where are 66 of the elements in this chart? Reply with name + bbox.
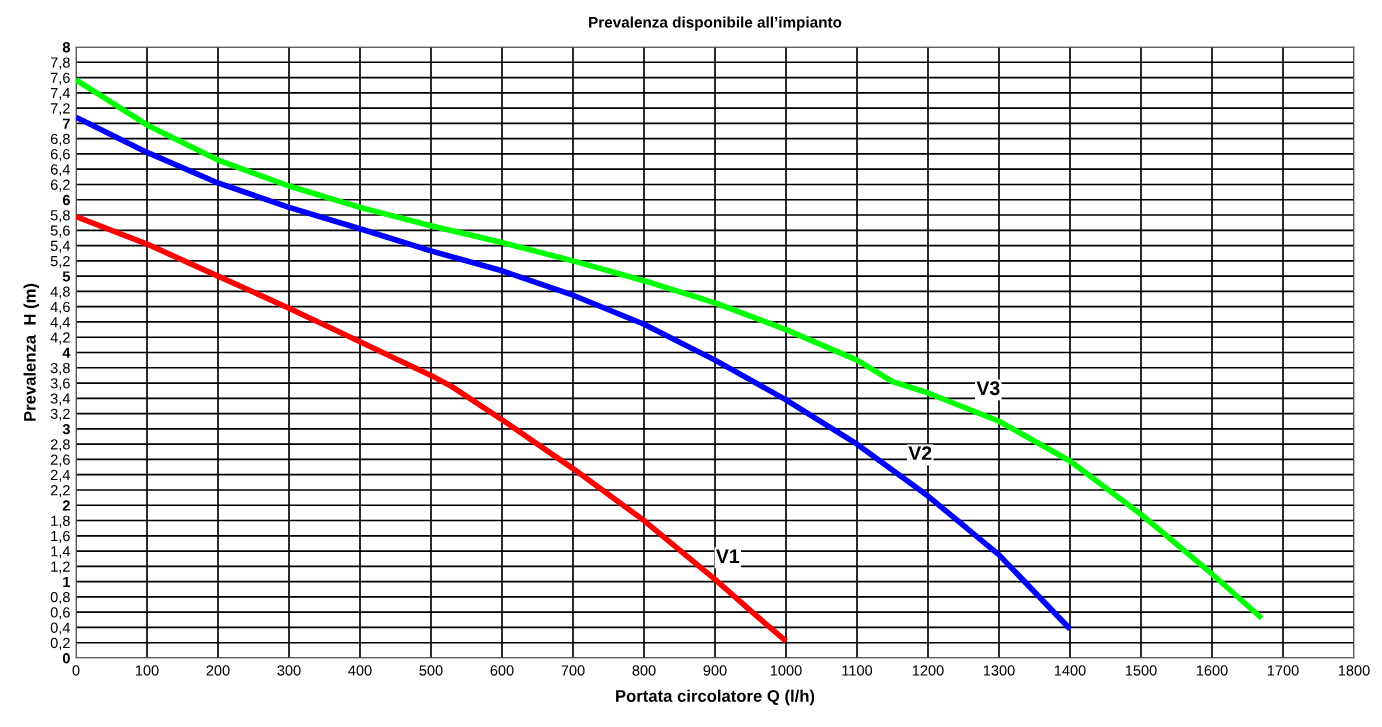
x-tick-label: 1300 — [983, 665, 1015, 676]
y-tick-label: 3,2 — [50, 408, 70, 421]
x-tick-label: 700 — [561, 665, 585, 676]
x-tick-label: 300 — [277, 665, 301, 676]
y-tick-label: 7,4 — [50, 88, 71, 100]
y-tick-label: 4,4 — [50, 317, 71, 330]
x-tick-label: 0 — [72, 665, 80, 676]
y-tick-label: 3 — [62, 423, 70, 435]
y-tick-label: 1,4 — [51, 546, 71, 559]
x-tick-label: 400 — [348, 665, 372, 676]
x-tick-label: 1000 — [770, 665, 802, 676]
y-tick-label: 0 — [62, 653, 70, 664]
y-tick-label: 4,6 — [50, 301, 70, 314]
y-tick-label: 6 — [62, 194, 70, 206]
x-tick-label: 800 — [632, 665, 656, 676]
x-tick-label: 900 — [703, 665, 727, 676]
x-tick-label: 1700 — [1267, 665, 1299, 676]
x-tick-label: 600 — [490, 665, 514, 676]
x-tick-label: 1200 — [912, 665, 944, 676]
y-tick-label: 5,6 — [50, 225, 70, 238]
y-tick-label: 2,8 — [50, 439, 70, 452]
y-tick-label: 7,8 — [50, 57, 70, 70]
x-tick-label: 100 — [135, 665, 159, 676]
y-axis-title: Prevalenza H (m) — [23, 283, 40, 421]
x-tick-label: 200 — [206, 665, 230, 676]
y-tick-label: 8 — [62, 42, 70, 53]
y-tick-label: 0,4 — [50, 622, 71, 635]
x-tick-label: 1100 — [842, 665, 873, 676]
y-tick-label: 4,8 — [50, 286, 70, 299]
y-tick-label: 6,6 — [50, 149, 70, 162]
y-tick-label: 3,6 — [50, 378, 70, 391]
y-tick-label: 1,8 — [51, 515, 70, 528]
y-tick-label: 1,6 — [51, 530, 70, 543]
y-tick-label: 0,2 — [50, 637, 70, 650]
y-tick-label: 7,6 — [50, 72, 70, 85]
y-tick-label: 2,6 — [50, 454, 70, 467]
x-tick-label: 1800 — [1338, 665, 1370, 676]
y-tick-label: 2 — [62, 500, 70, 511]
y-tick-label: 6,4 — [50, 164, 71, 177]
y-tick-label: 2,2 — [50, 485, 70, 498]
y-tick-label: 4 — [62, 347, 71, 358]
y-tick-label: 7,2 — [50, 103, 70, 116]
y-tick-label: 5,4 — [50, 240, 71, 253]
y-tick-label: 4,2 — [50, 332, 70, 345]
y-tick-label: 2,4 — [50, 469, 71, 482]
y-tick-label: 3,8 — [50, 362, 70, 375]
annotation: V2 — [908, 446, 932, 460]
y-tick-label: 6,8 — [50, 133, 70, 146]
y-tick-label: 7 — [62, 118, 70, 129]
y-tick-label: 0,6 — [50, 607, 70, 620]
annotation: V1 — [716, 549, 740, 563]
x-tick-label: 1600 — [1196, 665, 1228, 676]
y-tick-label: 5 — [62, 271, 71, 282]
y-tick-label: 1,2 — [51, 561, 70, 574]
y-tick-label: 3,4 — [50, 393, 71, 406]
y-tick-label: 0,8 — [50, 592, 70, 605]
y-tick-label: 6,2 — [50, 179, 70, 192]
y-tick-label: 1 — [63, 576, 71, 587]
chart-title: Prevalenza disponibile all’impianto — [589, 16, 842, 31]
y-tick-label: 5,2 — [50, 255, 70, 268]
x-axis-title: Portata circolatore Q (l/h) — [616, 689, 815, 706]
y-tick-label: 5,8 — [50, 210, 70, 223]
x-tick-label: 1400 — [1054, 665, 1086, 676]
x-tick-label: 500 — [419, 665, 443, 676]
x-tick-label: 1500 — [1125, 665, 1157, 676]
annotation: V3 — [976, 381, 1000, 396]
